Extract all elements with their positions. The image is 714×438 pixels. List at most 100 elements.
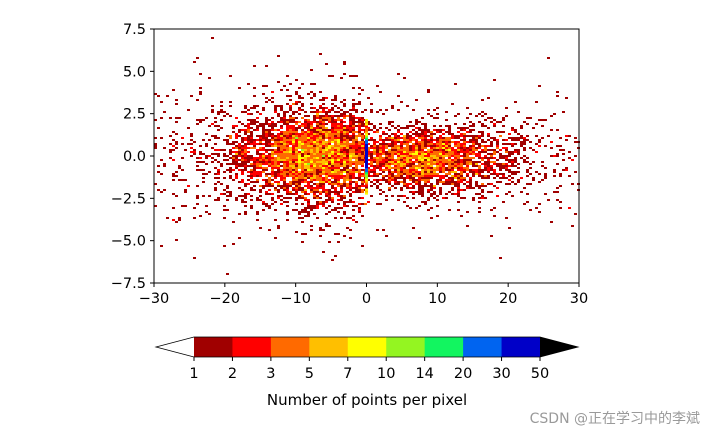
- density-cell: [163, 165, 166, 167]
- density-cell: [343, 177, 346, 179]
- density-cell: [244, 133, 247, 135]
- density-cell: [307, 173, 310, 175]
- density-cell: [409, 191, 412, 193]
- density-cell: [286, 159, 289, 161]
- density-cell: [211, 147, 214, 149]
- colorbar-segment: [270, 337, 310, 357]
- density-cell: [337, 129, 340, 131]
- density-cell: [400, 167, 403, 169]
- density-cell: [478, 155, 481, 157]
- density-cell: [322, 165, 325, 167]
- density-cell: [301, 181, 304, 183]
- density-cell: [406, 133, 409, 135]
- density-cell: [301, 217, 304, 219]
- density-cell: [292, 179, 295, 181]
- density-cell: [463, 163, 466, 165]
- density-cell: [412, 147, 415, 149]
- density-cell: [469, 147, 472, 149]
- density-cell: [271, 149, 274, 151]
- density-cell: [433, 133, 436, 135]
- density-cell: [448, 163, 451, 165]
- density-cell: [490, 183, 493, 185]
- density-cell: [352, 205, 355, 207]
- density-cell: [319, 141, 322, 143]
- density-cell: [469, 145, 472, 147]
- density-cell: [490, 191, 493, 193]
- density-cell: [331, 147, 334, 149]
- density-cell: [382, 145, 385, 147]
- density-cell: [406, 105, 409, 107]
- density-cell: [304, 139, 307, 141]
- density-cell: [271, 133, 274, 135]
- density-cell: [532, 177, 535, 179]
- density-cell: [268, 183, 271, 185]
- density-cell: [454, 157, 457, 159]
- density-cell: [406, 149, 409, 151]
- density-cell: [445, 119, 448, 121]
- density-cell: [466, 153, 469, 155]
- density-cell: [214, 187, 217, 189]
- density-cell: [154, 147, 157, 149]
- density-cell: [265, 85, 268, 87]
- density-cell: [274, 163, 277, 165]
- density-cell: [328, 169, 331, 171]
- density-cell: [403, 167, 406, 169]
- density-cell: [304, 167, 307, 169]
- density-cell: [349, 175, 352, 177]
- density-cell: [412, 185, 415, 187]
- density-cell: [274, 105, 277, 107]
- density-cell: [229, 149, 232, 151]
- density-cell: [394, 135, 397, 137]
- density-cell: [481, 191, 484, 193]
- density-cell: [277, 195, 280, 197]
- density-cell: [421, 147, 424, 149]
- density-cell: [280, 165, 283, 167]
- density-cell: [241, 157, 244, 159]
- density-cell: [403, 179, 406, 181]
- density-cell: [472, 169, 475, 171]
- density-cell: [289, 117, 292, 119]
- density-cell: [283, 175, 286, 177]
- density-cell: [331, 197, 334, 199]
- density-cell: [292, 113, 295, 115]
- density-cell: [499, 177, 502, 179]
- density-cell: [334, 97, 337, 99]
- density-cell: [271, 129, 274, 131]
- density-cell: [289, 121, 292, 123]
- density-cell: [349, 117, 352, 119]
- density-cell: [430, 157, 433, 159]
- density-cell: [307, 121, 310, 123]
- density-cell: [196, 195, 199, 197]
- density-cell: [427, 169, 430, 171]
- density-cell: [457, 175, 460, 177]
- density-cell: [286, 163, 289, 165]
- density-cell: [316, 163, 319, 165]
- density-cell: [463, 161, 466, 163]
- density-cell: [397, 135, 400, 137]
- density-cell: [427, 89, 430, 91]
- density-cell: [358, 163, 361, 165]
- density-cell: [365, 121, 368, 124]
- density-cell: [280, 149, 283, 151]
- density-cell: [442, 159, 445, 161]
- density-cell: [400, 187, 403, 189]
- density-cell: [307, 207, 310, 209]
- density-cell: [334, 169, 337, 171]
- density-cell: [334, 147, 337, 149]
- density-cell: [463, 135, 466, 137]
- density-cell: [289, 83, 292, 85]
- density-cell: [289, 151, 292, 153]
- density-cell: [304, 161, 307, 163]
- density-cell: [376, 111, 379, 113]
- colorbar-segment: [386, 337, 426, 357]
- density-cell: [349, 179, 352, 181]
- density-cell: [490, 173, 493, 175]
- density-cell: [505, 151, 508, 153]
- density-cell: [274, 209, 277, 211]
- density-cell: [331, 169, 334, 171]
- density-cell: [439, 175, 442, 177]
- density-cell: [520, 191, 523, 193]
- density-cell: [367, 127, 370, 129]
- density-cell: [463, 159, 466, 161]
- density-cell: [436, 113, 439, 115]
